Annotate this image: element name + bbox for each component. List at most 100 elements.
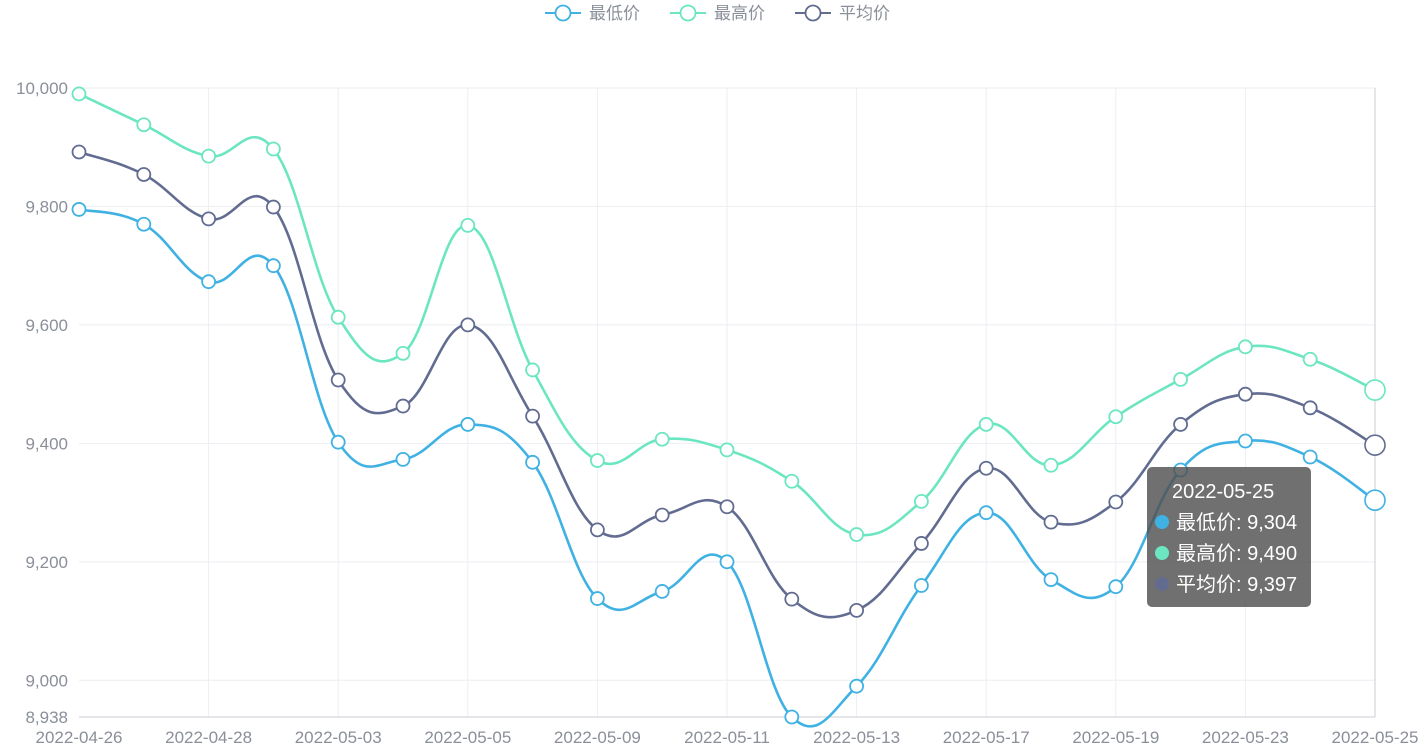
- data-point[interactable]: [654, 584, 670, 599]
- legend-label: 最低价: [589, 4, 640, 23]
- data-point[interactable]: [1108, 494, 1124, 510]
- legend[interactable]: 最低价 最高价 平均价: [545, 4, 890, 23]
- data-point[interactable]: [1238, 386, 1253, 402]
- data-point[interactable]: [1364, 434, 1386, 456]
- data-point[interactable]: [1108, 579, 1124, 595]
- x-tick-label: 2022-04-28: [165, 728, 252, 747]
- data-point[interactable]: [1302, 449, 1318, 465]
- data-point[interactable]: [654, 431, 670, 447]
- data-point[interactable]: [1364, 489, 1386, 512]
- data-point[interactable]: [525, 454, 540, 470]
- data-point[interactable]: [136, 117, 152, 133]
- y-tick-label: 9,800: [25, 197, 68, 216]
- data-point[interactable]: [1043, 572, 1059, 587]
- axes: 8,938 9,000 9,200 9,400 9,600 9,800 10,000 2022…: [16, 79, 1418, 747]
- data-point[interactable]: [1043, 457, 1059, 473]
- x-tick-label: 2022-05-09: [554, 728, 641, 747]
- tooltip-marker-icon: [1155, 546, 1169, 560]
- tooltip-row: 平均价: 9,397: [1176, 573, 1297, 596]
- data-point[interactable]: [719, 442, 735, 458]
- data-point[interactable]: [265, 258, 281, 274]
- data-point[interactable]: [330, 434, 346, 450]
- data-point[interactable]: [395, 398, 411, 414]
- data-point[interactable]: [1108, 409, 1124, 425]
- data-point[interactable]: [719, 554, 735, 570]
- data-point[interactable]: [784, 709, 800, 725]
- data-point[interactable]: [914, 578, 929, 593]
- x-tick-label: 2022-05-23: [1202, 728, 1289, 747]
- data-point[interactable]: [914, 536, 929, 551]
- data-point[interactable]: [201, 211, 217, 227]
- data-point[interactable]: [460, 317, 476, 333]
- data-point[interactable]: [978, 505, 994, 521]
- data-point[interactable]: [525, 362, 540, 378]
- legend-marker-icon: [554, 4, 572, 22]
- series-line: [78, 92, 1376, 537]
- data-point[interactable]: [71, 202, 87, 217]
- grid: [79, 87, 1376, 717]
- series: [71, 86, 1386, 728]
- legend-label: 平均价: [839, 4, 890, 23]
- tooltip: 2022-05-25 最低价: 9,304 最高价: 9,490 平均价: 9,397: [1147, 467, 1311, 607]
- data-point[interactable]: [136, 216, 152, 232]
- data-point[interactable]: [914, 494, 929, 509]
- y-tick-label: 9,000: [25, 671, 68, 690]
- series-line: [78, 150, 1376, 619]
- data-point[interactable]: [1238, 433, 1253, 449]
- data-point[interactable]: [1043, 514, 1059, 530]
- data-point[interactable]: [1364, 379, 1386, 401]
- legend-marker-icon: [679, 4, 697, 22]
- data-point[interactable]: [265, 141, 281, 157]
- data-point[interactable]: [136, 167, 152, 182]
- legend-label: 最高价: [714, 4, 765, 23]
- legend-marker-icon: [804, 4, 822, 22]
- data-point[interactable]: [1302, 400, 1318, 416]
- x-tick-label: 2022-05-11: [684, 728, 770, 747]
- data-point[interactable]: [201, 274, 217, 290]
- y-tick-label: 9,200: [25, 553, 68, 572]
- data-point[interactable]: [654, 507, 670, 523]
- data-point[interactable]: [1302, 351, 1318, 367]
- legend-item-1[interactable]: 最低价: [545, 4, 640, 23]
- data-point[interactable]: [1238, 339, 1253, 355]
- data-point[interactable]: [590, 453, 605, 468]
- data-point[interactable]: [1173, 417, 1188, 432]
- data-point[interactable]: [849, 678, 864, 694]
- data-point[interactable]: [978, 460, 994, 476]
- data-point[interactable]: [1173, 372, 1188, 387]
- data-point[interactable]: [849, 602, 864, 618]
- x-tick-label: 2022-05-17: [943, 728, 1030, 747]
- data-point[interactable]: [525, 408, 540, 424]
- legend-item-3[interactable]: 平均价: [795, 4, 890, 23]
- data-point[interactable]: [590, 522, 605, 538]
- x-tick-label: 2022-05-19: [1072, 728, 1159, 747]
- x-tick-label: 2022-05-13: [813, 728, 900, 747]
- data-point[interactable]: [330, 372, 346, 388]
- data-point[interactable]: [71, 144, 87, 160]
- data-point[interactable]: [201, 148, 217, 164]
- series-3: [71, 144, 1386, 619]
- data-point[interactable]: [590, 591, 605, 606]
- tooltip-marker-icon: [1155, 515, 1169, 529]
- y-tick-label: 8,938: [25, 708, 68, 727]
- tooltip-marker-icon: [1155, 577, 1169, 591]
- tooltip-box: [1147, 467, 1311, 607]
- tooltip-title: 2022-05-25: [1172, 481, 1274, 503]
- data-point[interactable]: [460, 417, 476, 432]
- data-point[interactable]: [849, 527, 864, 542]
- data-point[interactable]: [265, 199, 281, 215]
- data-point[interactable]: [395, 451, 411, 467]
- data-point[interactable]: [460, 218, 476, 233]
- data-point[interactable]: [330, 309, 346, 325]
- data-point[interactable]: [719, 499, 735, 515]
- data-point[interactable]: [978, 417, 994, 432]
- legend-item-2[interactable]: 最高价: [670, 4, 765, 23]
- data-point[interactable]: [784, 591, 800, 607]
- y-tick-label: 9,400: [25, 434, 68, 453]
- x-tick-label: 2022-05-03: [295, 728, 382, 747]
- data-point[interactable]: [71, 86, 87, 102]
- data-point[interactable]: [395, 345, 411, 361]
- x-tick-label: 2022-04-26: [36, 728, 123, 747]
- data-point[interactable]: [784, 473, 800, 489]
